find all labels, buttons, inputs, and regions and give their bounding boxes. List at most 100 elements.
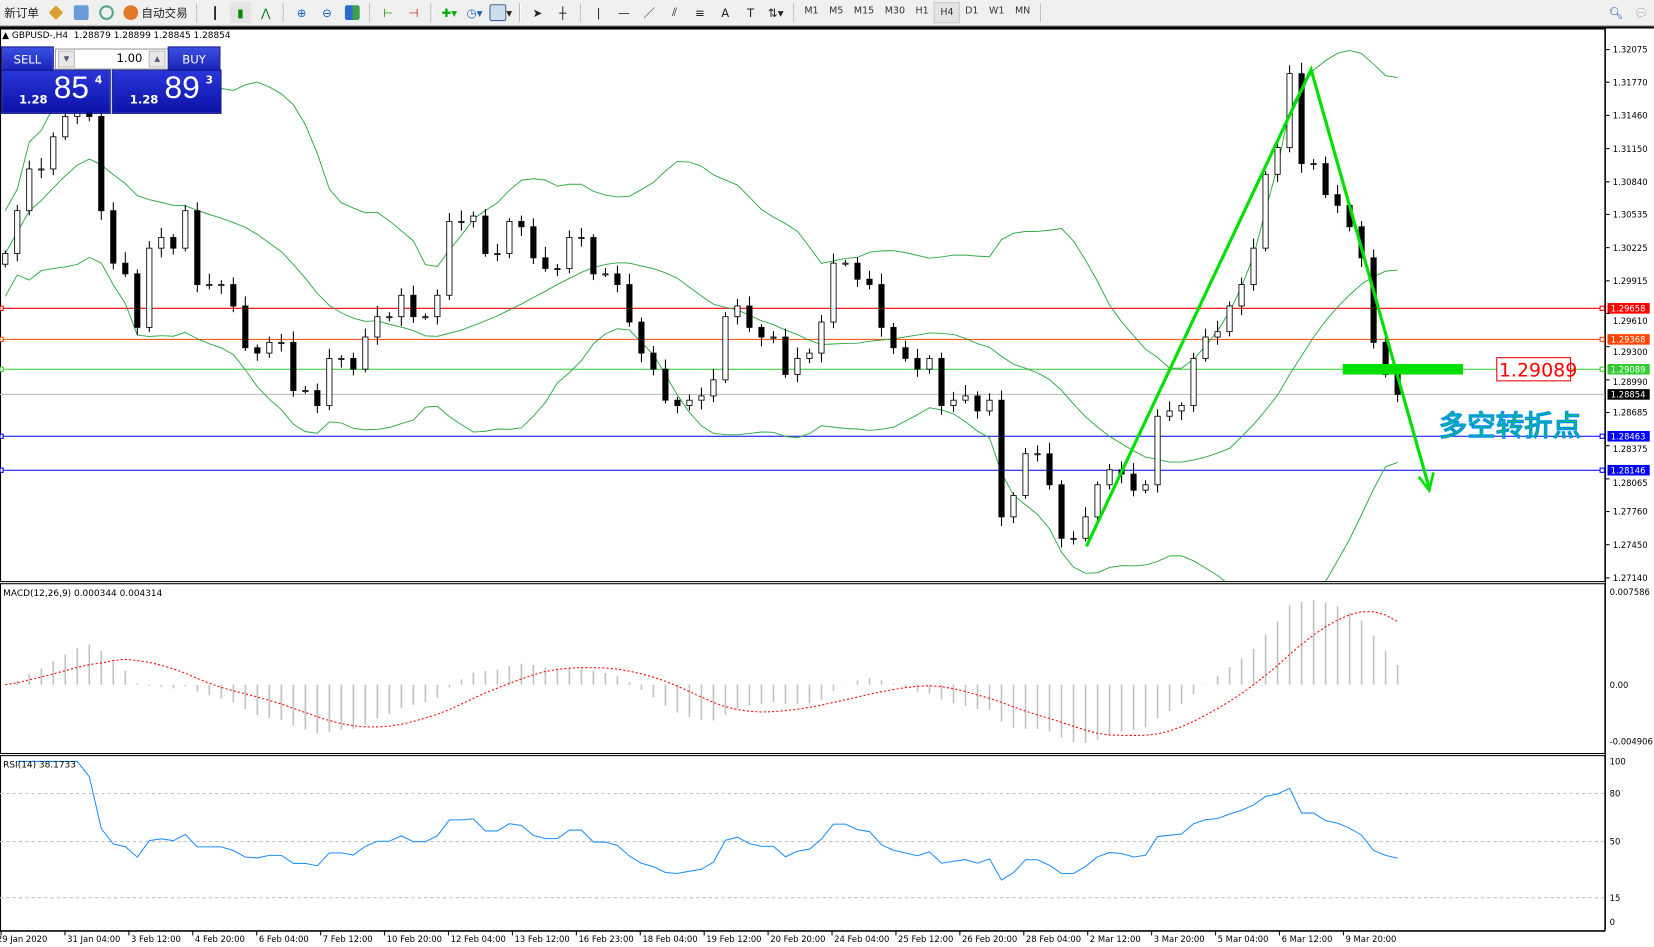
candle-bear [542,257,549,269]
rsi-tick-label: 15 [1610,893,1621,903]
candle-bull [266,341,273,354]
price-tick-label: 1.28685 [1613,408,1648,418]
templates-icon[interactable]: ▾ [489,2,512,23]
time-tick-label: 6 Feb 04:00 [259,934,309,944]
candle-bull [326,358,333,406]
zoom-out-icon[interactable]: ⊖ [322,5,332,20]
candle-bear [314,390,321,406]
text-label-icon[interactable]: T [746,5,755,20]
rsi-line [17,760,1398,881]
timeframe-d1[interactable]: D1 [965,6,979,17]
candle-bull [1274,147,1281,175]
annotation-text[interactable]: 多空转折点 [1439,409,1582,443]
price-tick-label: 1.31770 [1613,77,1648,87]
lot-value[interactable]: 1.00 [116,51,143,66]
candlestick-icon[interactable]: ▮ [229,2,252,24]
timeframe-m15[interactable]: M15 [853,6,875,17]
buy-button[interactable]: BUY [167,46,221,72]
zoom-in-icon[interactable]: ⊕ [296,5,307,20]
price-tick-label: 1.29300 [1613,347,1648,357]
price-tag-label: 1.28854 [1611,390,1646,400]
sell-button[interactable]: SELL [1,46,54,72]
candle-bear [170,237,177,249]
candle-bull [1034,453,1041,456]
collapse-arrow-icon[interactable]: ▲ [2,30,10,42]
time-tick-label: 5 Mar 04:00 [1218,934,1269,944]
chat-icon[interactable]: 💬︎ [1633,5,1649,20]
buy-price-pip: 3 [205,74,214,87]
level-handle [1599,433,1605,439]
rsi-title: RSI(14) 38.1733 [3,761,76,771]
candle-bear [674,399,681,406]
candle-bull [554,268,561,270]
candle-bull [578,237,585,239]
cursor-icon[interactable]: ➤ [532,5,543,20]
tile-windows-icon[interactable] [342,2,363,23]
timeframe-m5[interactable]: M5 [829,6,844,17]
bar-chart-icon[interactable]: ┃ [211,5,219,20]
candle-bear [122,262,129,275]
candle-bull [26,168,33,212]
candle-bull [950,399,957,406]
price-tag [1607,334,1650,345]
candle-bull [158,237,165,249]
market-watch-icon[interactable] [71,2,92,23]
candle-bull [14,210,21,254]
candle-bear [998,399,1005,518]
candle-bear [410,294,417,318]
crosshair-icon[interactable]: ┼ [559,5,567,20]
candle-bear [482,215,489,254]
candle-bull [962,395,969,401]
candle-bull [1214,331,1221,338]
price-label-text: 1.29089 [1499,360,1577,382]
indicators-icon[interactable]: ✚▾ [441,5,458,20]
timeframe-m1[interactable]: M1 [804,6,819,17]
timeframe-h1[interactable]: H1 [915,6,929,17]
price-tick-label: 1.32075 [1613,45,1648,55]
bollinger-middle [4,158,1398,463]
line-chart-icon[interactable]: ⋀ [261,5,271,20]
vertical-line-icon[interactable]: | [596,5,601,20]
timeframe-m30[interactable]: M30 [884,6,905,17]
candle-bear [110,210,117,264]
autoscroll-icon[interactable]: ⊣ [408,5,419,20]
sell-price[interactable]: 1.28 85 4 [1,69,111,114]
periods-icon[interactable]: ◷▾ [466,5,483,20]
price-label-box [1496,357,1572,382]
text-icon[interactable]: A [721,5,730,20]
fibo-lines-icon[interactable]: ≡ [695,5,705,20]
timeframe-w1[interactable]: W1 [989,6,1005,17]
lot-increase-button[interactable]: ▲ [148,50,166,68]
candle-bull [1070,537,1077,540]
horizontal-line-icon[interactable]: — [618,5,630,20]
chart-shift-icon[interactable]: ⊢ [383,5,394,20]
lot-size-input[interactable]: ▼ 1.00 ▲ [54,48,169,70]
time-tick-label: 18 Feb 04:00 [642,934,697,944]
lot-decrease-button[interactable]: ▼ [58,50,75,68]
chart-header: ▲ GBPUSD-,H4 1.28879 1.28899 1.28845 1.2… [2,31,231,42]
candle-bull [206,284,213,287]
separator [1039,3,1042,23]
sell-price-prefix: 1.28 [18,92,48,107]
candle-bull [506,220,513,254]
search-icon[interactable]: 🔍︎ [1608,5,1624,20]
candle-bear [242,305,249,349]
candle-bull [926,358,933,370]
arrows-icon[interactable]: ⇅▾ [768,5,784,20]
new-order-button[interactable]: 新订单 [4,6,40,21]
time-tick-label: 26 Feb 20:00 [962,934,1017,944]
timeframe-h4[interactable]: H4 [933,2,960,24]
one-click-trading-panel: SELL ▼ 1.00 ▲ BUY 1.28 85 4 1.28 89 3 [1,46,222,114]
level-handle [0,467,4,473]
time-tick-label: 16 Feb 23:00 [578,934,633,944]
candle-bear [782,336,789,375]
auto-trading-button[interactable]: 自动交易 [121,2,190,23]
candle-bear [518,220,525,228]
signals-icon[interactable] [96,2,117,23]
trendline-icon[interactable]: ／ [643,6,656,21]
fibonacci-icon[interactable]: ⫽ [671,5,678,19]
buy-price[interactable]: 1.28 89 3 [111,69,222,114]
timeframe-mn[interactable]: MN [1014,6,1031,17]
